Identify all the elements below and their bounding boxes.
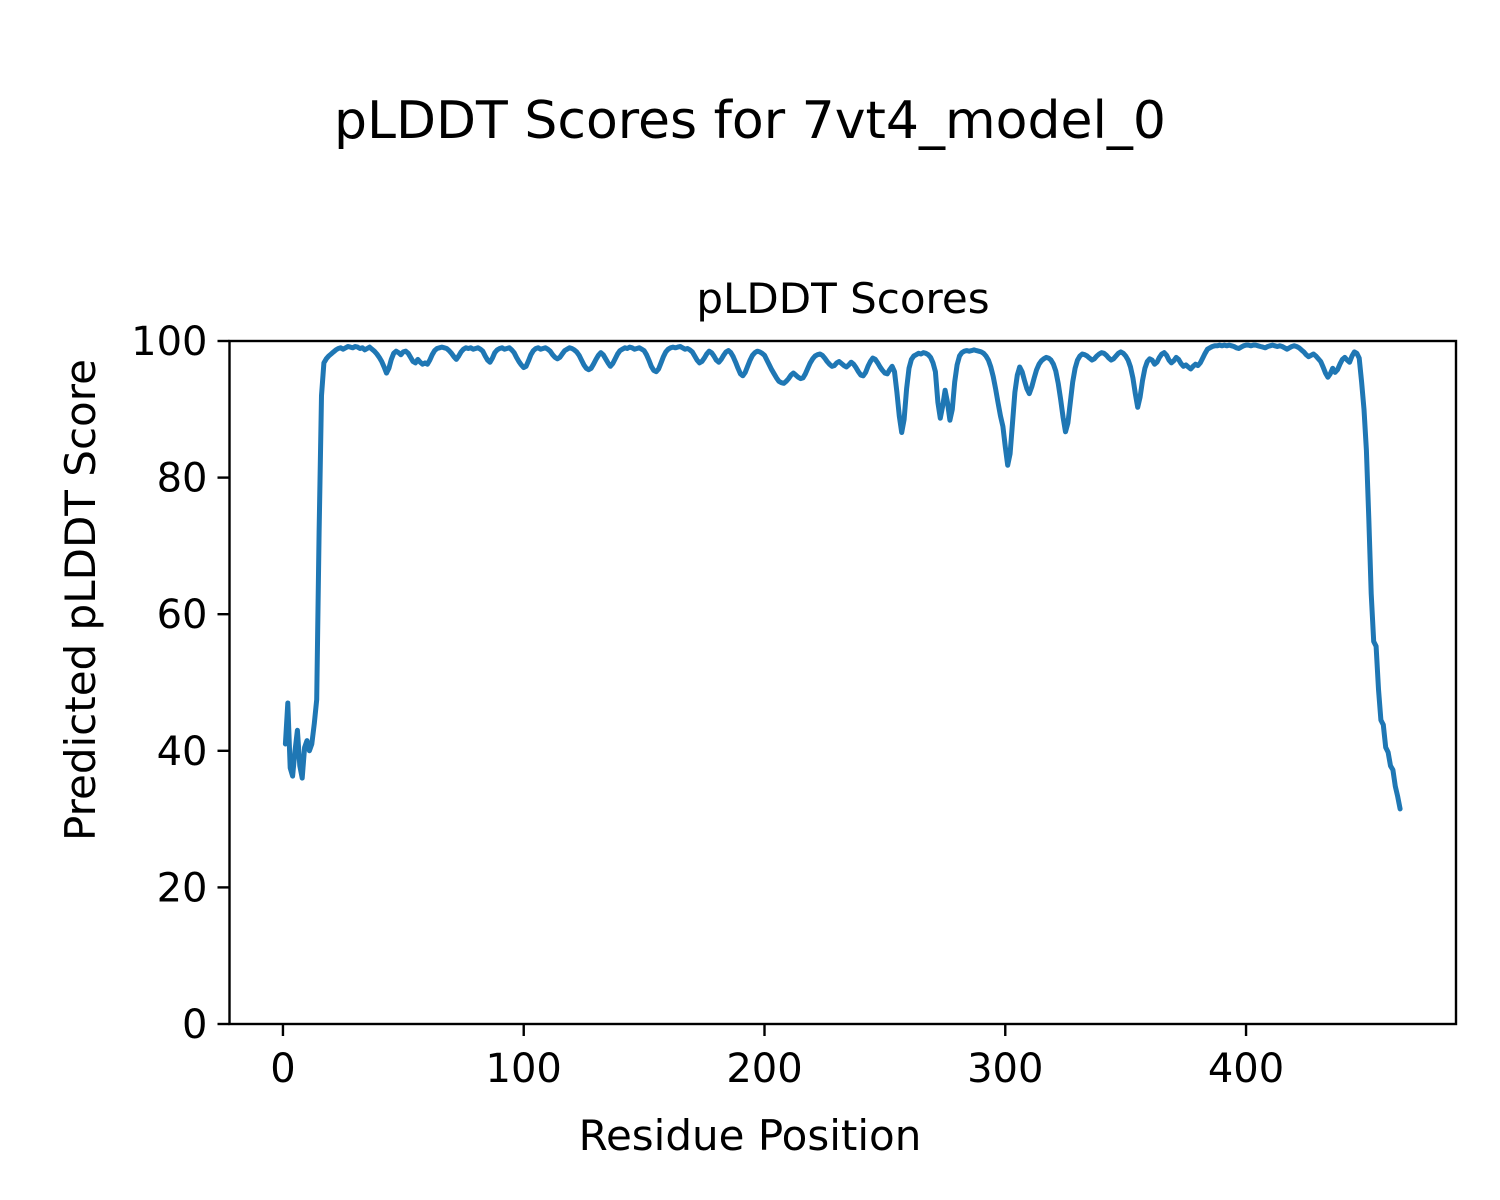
x-tick-label: 200 — [726, 1046, 802, 1092]
y-tick-label: 60 — [157, 592, 208, 638]
axes-title: pLDDT Scores — [696, 274, 989, 323]
y-axis-label: Predicted pLDDT Score — [56, 359, 105, 841]
y-tick-label: 80 — [157, 456, 208, 502]
x-tick-label: 300 — [967, 1046, 1043, 1092]
data-series — [282, 342, 1403, 812]
y-tick-label: 40 — [157, 729, 208, 775]
y-tick-label: 100 — [131, 319, 207, 365]
plddt-line — [282, 342, 1403, 812]
x-tick-label: 0 — [270, 1046, 295, 1092]
axes-frame — [228, 339, 1458, 1026]
axis-ticks: 0 100 200 300 400 0 20 40 60 80 100 — [131, 319, 1284, 1092]
y-tick-label: 20 — [157, 865, 208, 911]
x-tick-label: 100 — [486, 1046, 562, 1092]
x-tick-label: 400 — [1208, 1046, 1284, 1092]
x-axis-label: Residue Position — [579, 1111, 922, 1160]
figure-title: pLDDT Scores for 7vt4_model_0 — [334, 91, 1166, 151]
y-tick-label: 0 — [182, 1002, 207, 1048]
